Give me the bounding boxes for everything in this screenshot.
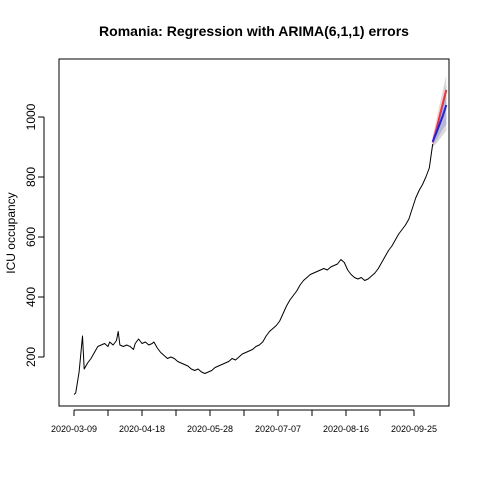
- x-axis: 2020-03-09 2020-04-18 2020-05-28 2020-07-07…: [51, 409, 437, 434]
- x-tick-label: 2020-07-07: [255, 424, 301, 434]
- y-axis: 200 400 600 800 1000: [24, 103, 45, 367]
- y-tick-label: 600: [24, 227, 38, 247]
- y-tick-label: 400: [24, 287, 38, 307]
- y-tick-label: 1000: [24, 103, 38, 130]
- x-tick-label: 2020-04-18: [119, 424, 165, 434]
- plot-frame: [58, 58, 450, 407]
- x-tick-label: 2020-03-09: [51, 424, 97, 434]
- x-tick-label: 2020-05-28: [187, 424, 233, 434]
- observed-series-line: [73, 143, 434, 395]
- y-axis-label: ICU occupancy: [4, 192, 18, 273]
- y-tick-label: 200: [24, 347, 38, 367]
- series-lines: [73, 89, 448, 395]
- forecast-line-2: [431, 104, 448, 142]
- x-tick-label: 2020-09-25: [391, 424, 437, 434]
- y-tick-label: 800: [24, 167, 38, 187]
- chart-title: Romania: Regression with ARIMA(6,1,1) er…: [99, 23, 409, 39]
- x-tick-label: 2020-08-16: [323, 424, 369, 434]
